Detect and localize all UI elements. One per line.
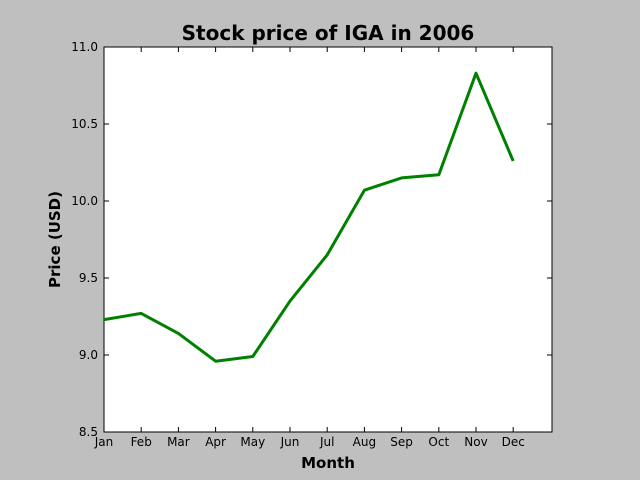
x-axis-label: Month — [301, 454, 355, 472]
x-tick-label: May — [240, 435, 265, 449]
x-tick-label: Nov — [464, 435, 487, 449]
price-line — [103, 71, 515, 363]
x-tick-label: Sep — [390, 435, 413, 449]
x-tick-label: Oct — [428, 435, 449, 449]
y-tick-label: 9.5 — [79, 271, 98, 285]
x-tick-label: Apr — [205, 435, 226, 449]
y-axis: 8.5 9.0 9.5 10.0 10.5 11.0 — [71, 40, 552, 439]
x-tick-label: Mar — [167, 435, 190, 449]
y-tick-label: 8.5 — [79, 425, 98, 439]
x-tick-label: Dec — [502, 435, 525, 449]
series-layer — [103, 71, 515, 363]
x-tick-label: Jun — [280, 435, 300, 449]
x-tick-label: Jan — [94, 435, 114, 449]
x-tick-label: Jul — [319, 435, 334, 449]
y-tick-label: 11.0 — [71, 40, 98, 54]
y-tick-label: 10.5 — [71, 117, 98, 131]
x-axis: Jan Feb Mar Apr May Jun Jul Aug Sep Oct Nov Dec — [94, 47, 525, 449]
chart-title: Stock price of IGA in 2006 — [182, 21, 475, 45]
y-tick-label: 10.0 — [71, 194, 98, 208]
x-tick-label: Feb — [131, 435, 152, 449]
plot-area — [103, 46, 553, 433]
y-axis-label: Price (USD) — [46, 191, 64, 288]
y-tick-label: 9.0 — [79, 348, 98, 362]
x-tick-label: Aug — [353, 435, 376, 449]
